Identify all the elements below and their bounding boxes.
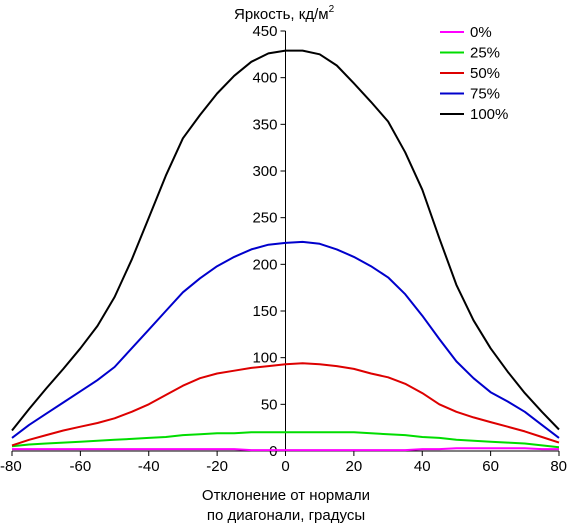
y-axis: 0 50 100 150 200 250 300 350 400 450 xyxy=(252,23,286,460)
legend: 0% 25% 50% 75% 100% xyxy=(440,24,508,123)
legend-label: 50% xyxy=(470,65,500,82)
series-line-0pct xyxy=(12,447,559,452)
series-line-25pct xyxy=(11,431,560,449)
x-tick-label: -80 xyxy=(0,458,22,475)
series-line-50pct xyxy=(11,362,560,447)
y-tick-label: 400 xyxy=(252,70,277,87)
legend-label: 75% xyxy=(470,86,500,103)
y-tick-label: 450 xyxy=(252,23,277,40)
legend-label: 0% xyxy=(470,24,492,41)
y-tick-label: 250 xyxy=(252,210,277,227)
x-tick-label: -20 xyxy=(206,458,228,475)
x-tick-label: -60 xyxy=(70,458,92,475)
y-axis-title-superscript: 2 xyxy=(329,4,335,15)
x-tick-label: 60 xyxy=(482,458,499,475)
y-tick-label: 50 xyxy=(261,396,278,413)
y-tick-label: 200 xyxy=(252,256,277,273)
series-line-75pct xyxy=(11,240,560,439)
legend-label: 25% xyxy=(470,45,500,62)
series-line-100pct xyxy=(11,49,560,432)
x-tick-label: -40 xyxy=(138,458,160,475)
x-axis-title-line2: по диагонали, градусы xyxy=(207,507,365,523)
y-axis-title-text: Яркость, кд/м xyxy=(234,6,329,23)
y-axis-title: Яркость, кд/м2 xyxy=(234,4,335,23)
y-tick-label: 150 xyxy=(252,303,277,320)
x-axis-title-line1: Отклонение от нормали xyxy=(202,487,370,504)
x-axis: -80 -60 -40 -20 0 20 40 60 80 xyxy=(0,451,567,475)
x-tick-label: 40 xyxy=(414,458,431,475)
y-tick-label: 0 xyxy=(269,443,277,460)
legend-label: 100% xyxy=(470,106,508,123)
x-tick-label: 20 xyxy=(346,458,363,475)
x-tick-label: 80 xyxy=(550,458,567,475)
x-tick-label: 0 xyxy=(281,458,289,475)
y-tick-label: 350 xyxy=(252,116,277,133)
y-tick-label: 300 xyxy=(252,163,277,180)
y-tick-label: 100 xyxy=(252,350,277,367)
series-lines xyxy=(11,49,560,452)
